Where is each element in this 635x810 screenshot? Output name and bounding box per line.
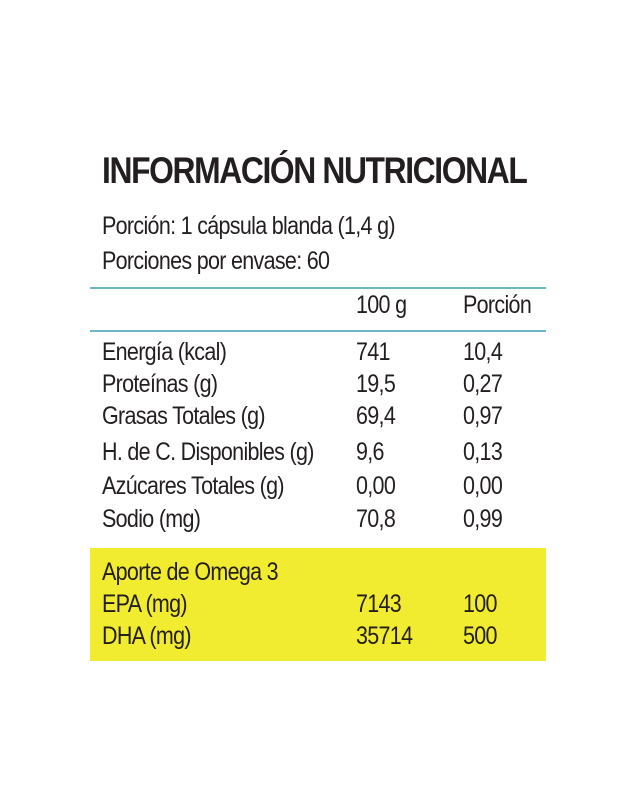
omega-nutrient-name: EPA (mg) bbox=[102, 590, 188, 618]
header-bottom-rule bbox=[90, 330, 546, 332]
nutrient-value-100g: 741 bbox=[356, 338, 391, 366]
column-header-serving: Porción bbox=[463, 291, 532, 319]
nutrient-name: Energía (kcal) bbox=[102, 338, 227, 366]
nutrient-value-100g: 9,6 bbox=[356, 438, 385, 466]
omega-3-heading: Aporte de Omega 3 bbox=[102, 558, 279, 586]
servings-per-container: Porciones por envase: 60 bbox=[102, 247, 330, 275]
nutrient-value-100g: 0,00 bbox=[356, 472, 396, 500]
nutrient-value-serving: 0,97 bbox=[463, 402, 503, 430]
nutrient-value-serving: 0,27 bbox=[463, 370, 503, 398]
nutrient-value-100g: 19,5 bbox=[356, 370, 396, 398]
omega-value-100g: 7143 bbox=[356, 590, 402, 618]
column-header-100g: 100 g bbox=[356, 291, 407, 319]
nutrient-name: Sodio (mg) bbox=[102, 505, 201, 533]
omega-value-100g: 35714 bbox=[356, 622, 413, 650]
nutrient-name: Proteínas (g) bbox=[102, 370, 218, 398]
omega-3-highlight-box: Aporte de Omega 3 EPA (mg) 7143 100 DHA … bbox=[90, 548, 546, 661]
nutrient-value-100g: 69,4 bbox=[356, 402, 396, 430]
nutrient-name: H. de C. Disponibles (g) bbox=[102, 438, 314, 466]
omega-value-serving: 500 bbox=[463, 622, 498, 650]
nutrient-value-100g: 70,8 bbox=[356, 505, 396, 533]
header-top-rule bbox=[90, 287, 546, 289]
label-title: INFORMACIÓN NUTRICIONAL bbox=[102, 150, 528, 191]
serving-size: Porción: 1 cápsula blanda (1,4 g) bbox=[102, 212, 396, 240]
nutrient-value-serving: 0,99 bbox=[463, 505, 503, 533]
nutrient-value-serving: 0,00 bbox=[463, 472, 503, 500]
nutrient-name: Azúcares Totales (g) bbox=[102, 472, 285, 500]
omega-nutrient-name: DHA (mg) bbox=[102, 622, 192, 650]
nutrient-value-serving: 10,4 bbox=[463, 338, 503, 366]
nutrient-name: Grasas Totales (g) bbox=[102, 402, 266, 430]
omega-value-serving: 100 bbox=[463, 590, 498, 618]
nutrient-value-serving: 0,13 bbox=[463, 438, 503, 466]
